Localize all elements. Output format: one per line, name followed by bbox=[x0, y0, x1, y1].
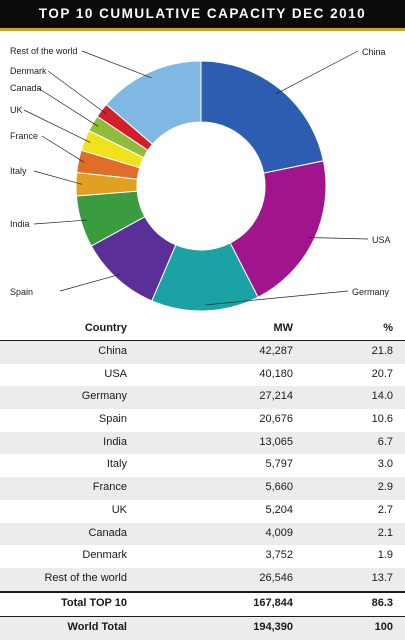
table-row: Germany 27,214 14.0 bbox=[0, 386, 405, 410]
cell-percent: 13.7 bbox=[371, 571, 393, 584]
slice-label: USA bbox=[372, 235, 391, 245]
slice-label: Rest of the world bbox=[10, 46, 78, 56]
leader-line bbox=[47, 70, 107, 115]
table-header-row: Country MW % bbox=[0, 318, 405, 341]
cell-percent: 2.9 bbox=[377, 481, 393, 494]
cell-percent: 14.0 bbox=[371, 390, 393, 403]
cell-country: UK bbox=[111, 503, 127, 516]
table-row: Denmark 3,752 1.9 bbox=[0, 545, 405, 568]
slice-label: Spain bbox=[10, 287, 33, 297]
slice-label: China bbox=[362, 47, 386, 57]
cell-country: Rest of the world bbox=[44, 571, 127, 584]
world-label: World Total bbox=[67, 621, 127, 634]
header-mw: MW bbox=[273, 322, 293, 334]
cell-country: France bbox=[92, 481, 127, 494]
world-mw: 194,390 bbox=[253, 621, 293, 634]
header-country: Country bbox=[84, 322, 127, 334]
total-top10-row: Total TOP 10 167,844 86.3 bbox=[0, 590, 405, 616]
cell-mw: 26,546 bbox=[259, 571, 293, 584]
cell-country: Italy bbox=[106, 458, 127, 471]
cell-mw: 3,752 bbox=[265, 549, 293, 562]
cell-mw: 42,287 bbox=[259, 345, 293, 357]
slice-rest-of-the-world bbox=[105, 60, 202, 145]
table-row: USA 40,180 20.7 bbox=[0, 364, 405, 387]
cell-percent: 3.0 bbox=[377, 458, 393, 471]
cell-mw: 5,204 bbox=[265, 503, 293, 516]
cell-mw: 27,214 bbox=[259, 390, 293, 403]
slice-labels: China USA Germany Spain India Italy France UK Ca… bbox=[10, 46, 391, 297]
donut-chart: China USA Germany Spain India Italy France UK Ca… bbox=[10, 46, 391, 312]
slice-china bbox=[200, 60, 325, 174]
leader-line bbox=[308, 237, 369, 240]
leader-line bbox=[276, 50, 359, 95]
cell-mw: 13,065 bbox=[259, 435, 293, 448]
table-row: China 42,287 21.8 bbox=[0, 341, 405, 364]
slice-label: India bbox=[10, 219, 30, 229]
cell-percent: 2.1 bbox=[377, 526, 393, 539]
cell-percent: 6.7 bbox=[377, 435, 393, 448]
slice-usa bbox=[229, 160, 327, 298]
table-row: Spain 20,676 10.6 bbox=[0, 409, 405, 432]
leader-line bbox=[33, 219, 88, 225]
cell-percent: 2.7 bbox=[377, 503, 393, 516]
cell-mw: 20,676 bbox=[259, 413, 293, 426]
cell-mw: 4,009 bbox=[265, 526, 293, 539]
slice-label: France bbox=[10, 131, 38, 141]
cell-mw: 40,180 bbox=[259, 367, 293, 380]
leader-lines bbox=[23, 50, 369, 306]
capacity-table: Country MW % China 42,287 21.8 USA 40,180 20.… bbox=[0, 318, 405, 640]
donut-slices bbox=[75, 60, 327, 312]
cell-country: Spain bbox=[98, 413, 127, 426]
table-row: France 5,660 2.9 bbox=[0, 477, 405, 500]
world-total-row: World Total 194,390 100 bbox=[0, 616, 405, 640]
cell-mw: 5,797 bbox=[265, 458, 293, 471]
cell-country: USA bbox=[104, 367, 127, 380]
leader-line bbox=[33, 170, 83, 185]
leader-line bbox=[37, 87, 99, 127]
header-percent: % bbox=[383, 322, 393, 334]
cell-percent: 21.8 bbox=[371, 345, 393, 357]
leader-line bbox=[205, 290, 349, 306]
table-body: China 42,287 21.8 USA 40,180 20.7 Germany 27,21… bbox=[0, 341, 405, 591]
chart-title: TOP 10 CUMULATIVE CAPACITY DEC 2010 bbox=[38, 6, 367, 21]
leader-line bbox=[81, 50, 152, 79]
chart-title-bar: TOP 10 CUMULATIVE CAPACITY DEC 2010 bbox=[0, 0, 405, 28]
cell-percent: 1.9 bbox=[377, 549, 393, 562]
cell-country: Germany bbox=[81, 390, 127, 403]
slice-label: Canada bbox=[10, 83, 42, 93]
cell-country: Canada bbox=[88, 526, 127, 539]
leader-line bbox=[41, 135, 85, 163]
cell-mw: 5,660 bbox=[265, 481, 293, 494]
slice-label: UK bbox=[10, 105, 23, 115]
cell-percent: 10.6 bbox=[371, 413, 393, 426]
title-underline bbox=[0, 28, 405, 31]
slice-label: Denmark bbox=[10, 66, 47, 76]
total-label: Total TOP 10 bbox=[60, 596, 127, 609]
table-row: Rest of the world 26,546 13.7 bbox=[0, 567, 405, 591]
cell-country: China bbox=[98, 345, 127, 357]
total-mw: 167,844 bbox=[253, 596, 293, 609]
world-percent: 100 bbox=[374, 621, 393, 634]
cell-country: India bbox=[103, 435, 127, 448]
slice-label: Germany bbox=[352, 287, 390, 297]
slice-label: Italy bbox=[10, 166, 27, 176]
total-percent: 86.3 bbox=[371, 596, 393, 609]
table-row: UK 5,204 2.7 bbox=[0, 500, 405, 523]
table-row: Italy 5,797 3.0 bbox=[0, 454, 405, 477]
leader-line bbox=[59, 273, 122, 292]
leader-line bbox=[23, 109, 91, 143]
cell-percent: 20.7 bbox=[371, 367, 393, 380]
table-row: Canada 4,009 2.1 bbox=[0, 522, 405, 546]
cell-country: Denmark bbox=[82, 549, 127, 562]
table-row: India 13,065 6.7 bbox=[0, 431, 405, 455]
